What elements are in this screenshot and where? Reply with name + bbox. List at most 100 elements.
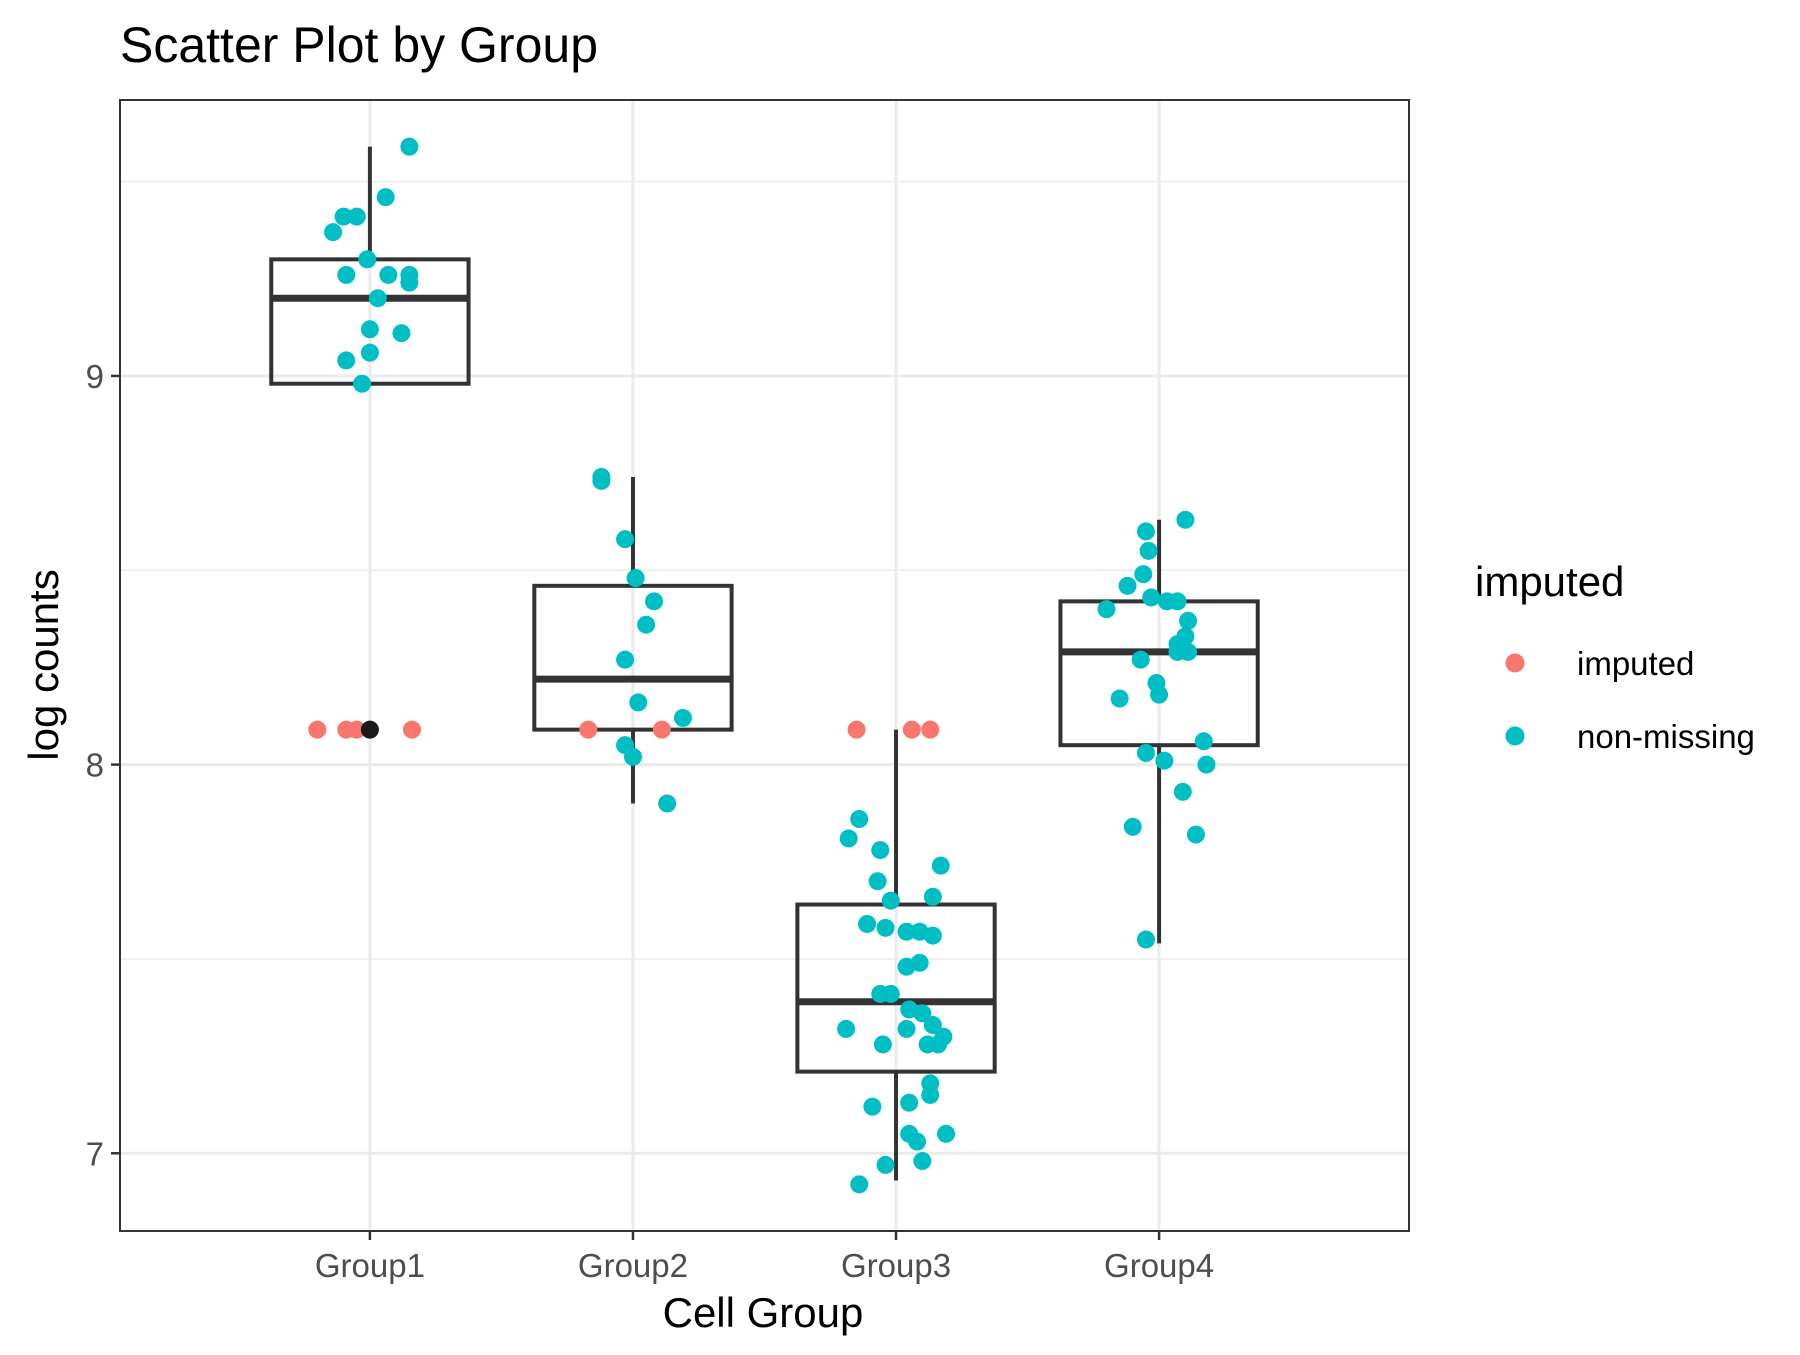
data-point [1194, 732, 1213, 751]
data-point [347, 207, 366, 226]
data-point [379, 265, 398, 284]
y-axis: 7 8 9 [86, 358, 120, 1172]
data-point [337, 265, 356, 284]
data-point [1179, 642, 1198, 661]
data-points [308, 137, 1216, 1194]
x-axis: Group1 Group2 Group3 Group4 [315, 1231, 1214, 1284]
data-point [913, 1152, 932, 1171]
data-point [881, 891, 900, 910]
data-point [1139, 541, 1158, 560]
data-point [900, 1093, 919, 1112]
legend-key [1505, 726, 1525, 746]
data-point [579, 720, 598, 739]
series-non-missing [324, 137, 1216, 1194]
data-point [337, 351, 356, 370]
data-point [1142, 588, 1161, 607]
chart-title: Scatter Plot by Group [120, 17, 598, 73]
data-point [658, 794, 677, 813]
data-point [1155, 751, 1174, 770]
data-point [1136, 743, 1155, 762]
data-point [881, 984, 900, 1003]
data-point [902, 720, 921, 739]
data-point [1131, 650, 1150, 669]
data-point [910, 953, 929, 972]
major-gridlines [120, 100, 1409, 1231]
data-point [837, 1019, 856, 1038]
data-point [334, 207, 353, 226]
data-point [1150, 685, 1169, 704]
y-tick-label: 7 [86, 1135, 104, 1172]
panel-frame [119, 99, 1410, 1232]
data-point [921, 720, 940, 739]
data-point [623, 747, 642, 766]
data-point [637, 615, 656, 634]
data-point [1197, 755, 1216, 774]
series-imputed [308, 720, 940, 739]
data-point [931, 856, 950, 875]
data-point [876, 918, 895, 937]
data-point [400, 137, 419, 156]
data-point [360, 320, 379, 339]
data-point [616, 650, 635, 669]
y-tick-label: 9 [86, 358, 104, 395]
outlier-point [360, 720, 379, 739]
data-point [402, 720, 421, 739]
data-point [673, 708, 692, 727]
legend-label: non-missing [1577, 718, 1755, 755]
x-axis-title: Cell Group [663, 1289, 864, 1336]
data-point [1179, 611, 1198, 630]
legend-label: imputed [1577, 645, 1694, 682]
data-point [1118, 576, 1137, 595]
data-point [923, 926, 942, 945]
legend-entries: imputed non-missing [1505, 645, 1755, 755]
data-point [360, 343, 379, 362]
data-point [876, 1155, 895, 1174]
data-point [353, 374, 372, 393]
data-point [847, 720, 866, 739]
data-point [1173, 782, 1192, 801]
data-point [863, 1097, 882, 1116]
legend-key [1505, 653, 1525, 673]
data-point [1123, 817, 1142, 836]
data-point [400, 273, 419, 292]
data-point [324, 223, 343, 242]
data-point [858, 914, 877, 933]
data-point [1136, 522, 1155, 541]
data-point [626, 569, 645, 588]
panel-background [120, 100, 1409, 1231]
data-point [368, 289, 387, 308]
data-point [347, 720, 366, 739]
x-tick-label: Group2 [578, 1247, 688, 1284]
data-point [923, 1016, 942, 1035]
data-point [897, 922, 916, 941]
data-point [1176, 510, 1195, 529]
data-point [839, 829, 858, 848]
data-point [1168, 592, 1187, 611]
plot-panel [120, 100, 1409, 1231]
data-point [308, 720, 327, 739]
data-point [929, 1035, 948, 1054]
data-point [1110, 689, 1129, 708]
data-point [1136, 930, 1155, 949]
data-point [616, 530, 635, 549]
data-point [629, 693, 648, 712]
data-point [897, 1019, 916, 1038]
data-point [1134, 565, 1153, 584]
legend-item: non-missing [1505, 718, 1755, 755]
minor-gridlines [120, 180, 1409, 960]
legend-title: imputed [1475, 558, 1624, 605]
data-point [873, 1035, 892, 1054]
data-point [392, 324, 411, 343]
data-point [358, 250, 377, 269]
data-point [868, 872, 887, 891]
data-point [1097, 600, 1116, 619]
data-point [937, 1124, 956, 1143]
data-point [871, 841, 890, 860]
x-tick-label: Group3 [841, 1247, 951, 1284]
data-point [923, 887, 942, 906]
data-point [376, 188, 395, 207]
data-point [652, 720, 671, 739]
legend-item: imputed [1505, 645, 1694, 682]
